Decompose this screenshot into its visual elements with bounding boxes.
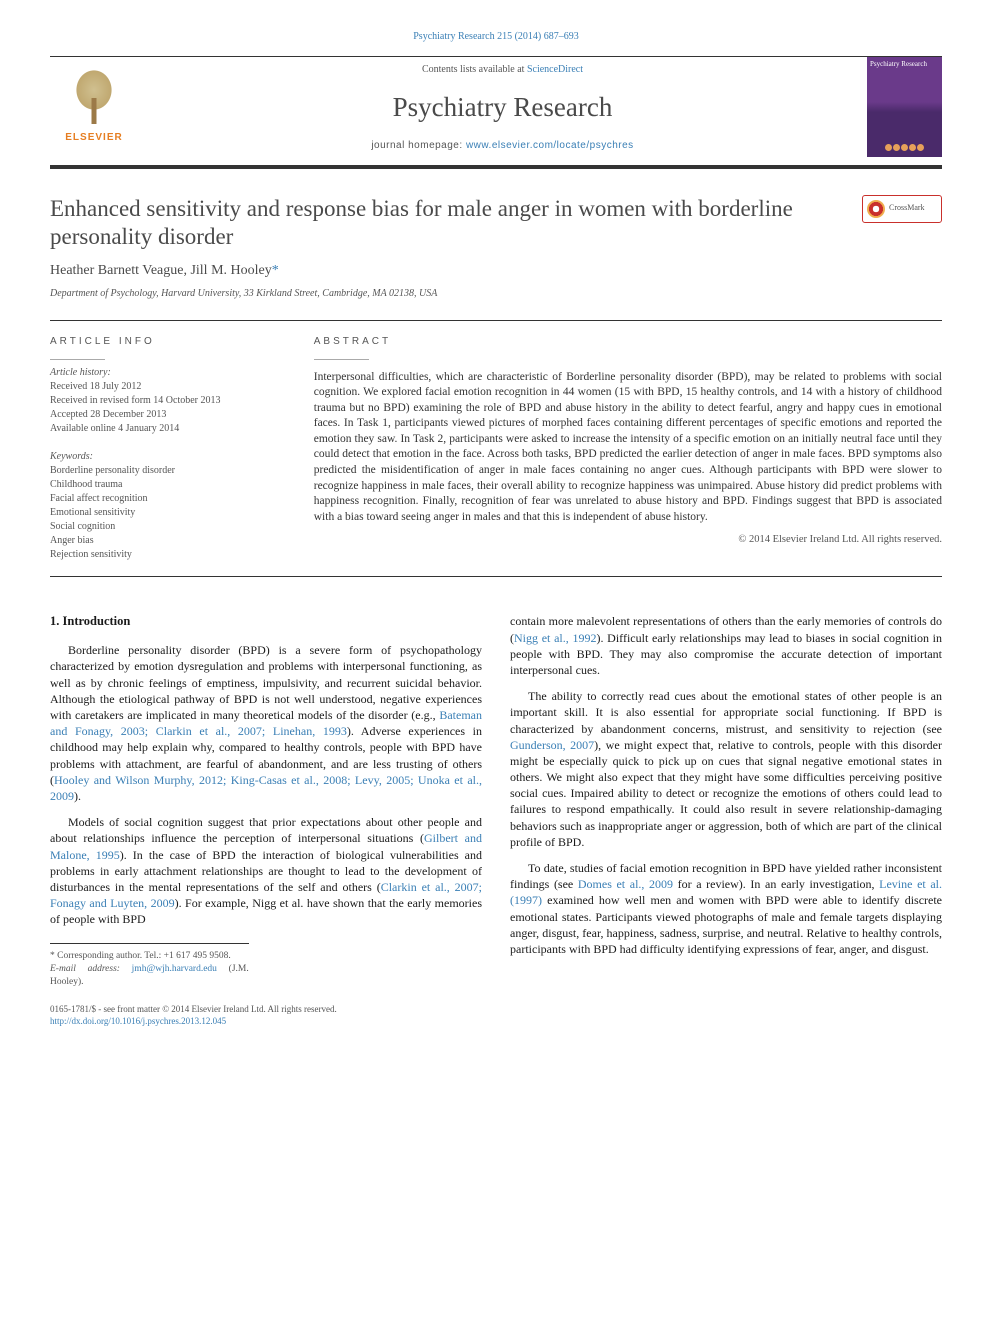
elsevier-tree-icon (59, 69, 129, 129)
keyword: Childhood trauma (50, 478, 286, 492)
intro-para-4: The ability to correctly read cues about… (510, 688, 942, 850)
keyword: Emotional sensitivity (50, 506, 286, 520)
history-online: Available online 4 January 2014 (50, 422, 286, 436)
abstract-col: ABSTRACT Interpersonal difficulties, whi… (300, 321, 942, 576)
history-received: Received 18 July 2012 (50, 380, 286, 394)
body-col-left: 1. Introduction Borderline personality d… (50, 613, 482, 989)
intro-para-5: To date, studies of facial emotion recog… (510, 860, 942, 957)
info-rule (50, 359, 105, 360)
title-row: Enhanced sensitivity and response bias f… (50, 195, 942, 253)
crossmark-badge[interactable]: CrossMark (862, 195, 942, 223)
homepage-prefix: journal homepage: (371, 140, 466, 151)
abstract-rule (314, 359, 369, 360)
abstract-copyright: © 2014 Elsevier Ireland Ltd. All rights … (314, 533, 942, 547)
abstract-text: Interpersonal difficulties, which are ch… (314, 370, 942, 525)
running-citation: Psychiatry Research 215 (2014) 687–693 (50, 30, 942, 44)
intro-para-2: Models of social cognition suggest that … (50, 814, 482, 927)
keyword: Anger bias (50, 534, 286, 548)
journal-name: Psychiatry Research (138, 89, 867, 125)
intro-heading: 1. Introduction (50, 613, 482, 630)
email-footnote: E-mail address: jmh@wjh.harvard.edu (J.M… (50, 963, 249, 989)
keywords-list: Borderline personality disorder Childhoo… (50, 464, 286, 562)
intro-para-3: contain more malevolent representations … (510, 613, 942, 678)
keywords-label: Keywords: (50, 450, 286, 464)
abstract-heading: ABSTRACT (314, 335, 942, 349)
contents-prefix: Contents lists available at (422, 64, 527, 75)
cover-icons (870, 144, 939, 151)
homepage-url-link[interactable]: www.elsevier.com/locate/psychres (466, 140, 634, 151)
crossmark-icon (867, 200, 885, 218)
article-title: Enhanced sensitivity and response bias f… (50, 195, 862, 253)
issn-line: 0165-1781/$ - see front matter © 2014 El… (50, 1003, 942, 1015)
header-bottom-rule (50, 165, 942, 169)
corresponding-marker: * (272, 263, 279, 278)
intro-para-1: Borderline personality disorder (BPD) is… (50, 642, 482, 804)
ref-link[interactable]: Gunderson, 2007 (510, 738, 594, 752)
crossmark-label: CrossMark (889, 203, 925, 214)
elsevier-logo: ELSEVIER (50, 57, 138, 157)
footnotes: * Corresponding author. Tel.: +1 617 495… (50, 943, 249, 988)
info-abstract-block: ARTICLE INFO Article history: Received 1… (50, 320, 942, 577)
homepage-line: journal homepage: www.elsevier.com/locat… (138, 139, 867, 153)
author-list: Heather Barnett Veague, Jill M. Hooley* (50, 262, 942, 281)
affiliation: Department of Psychology, Harvard Univer… (50, 287, 942, 301)
history-accepted: Accepted 28 December 2013 (50, 408, 286, 422)
journal-cover-thumb: Psychiatry Research (867, 57, 942, 157)
keyword: Borderline personality disorder (50, 464, 286, 478)
ref-link[interactable]: Hooley and Wilson Murphy, 2012; King-Cas… (50, 773, 482, 803)
ref-link[interactable]: Domes et al., 2009 (578, 877, 673, 891)
elsevier-wordmark: ELSEVIER (65, 131, 122, 145)
article-history-label: Article history: (50, 366, 286, 380)
bottom-metadata: 0165-1781/$ - see front matter © 2014 El… (50, 1003, 942, 1027)
body-two-columns: 1. Introduction Borderline personality d… (50, 613, 942, 989)
journal-header: ELSEVIER Contents lists available at Sci… (50, 56, 942, 157)
doi-link[interactable]: http://dx.doi.org/10.1016/j.psychres.201… (50, 1015, 942, 1027)
keyword: Social cognition (50, 520, 286, 534)
corresponding-footnote: * Corresponding author. Tel.: +1 617 495… (50, 950, 249, 963)
email-link[interactable]: jmh@wjh.harvard.edu (132, 964, 217, 974)
article-info-col: ARTICLE INFO Article history: Received 1… (50, 321, 300, 576)
body-col-right: contain more malevolent representations … (510, 613, 942, 989)
sciencedirect-link[interactable]: ScienceDirect (527, 64, 583, 75)
header-center: Contents lists available at ScienceDirec… (138, 57, 867, 157)
article-info-heading: ARTICLE INFO (50, 335, 286, 349)
history-revised: Received in revised form 14 October 2013 (50, 394, 286, 408)
ref-link[interactable]: Nigg et al., 1992 (514, 631, 596, 645)
keyword: Rejection sensitivity (50, 548, 286, 562)
contents-lists-line: Contents lists available at ScienceDirec… (138, 63, 867, 77)
article-history: Received 18 July 2012 Received in revise… (50, 380, 286, 436)
authors-text: Heather Barnett Veague, Jill M. Hooley (50, 263, 272, 278)
cover-title: Psychiatry Research (870, 60, 939, 69)
keyword: Facial affect recognition (50, 492, 286, 506)
